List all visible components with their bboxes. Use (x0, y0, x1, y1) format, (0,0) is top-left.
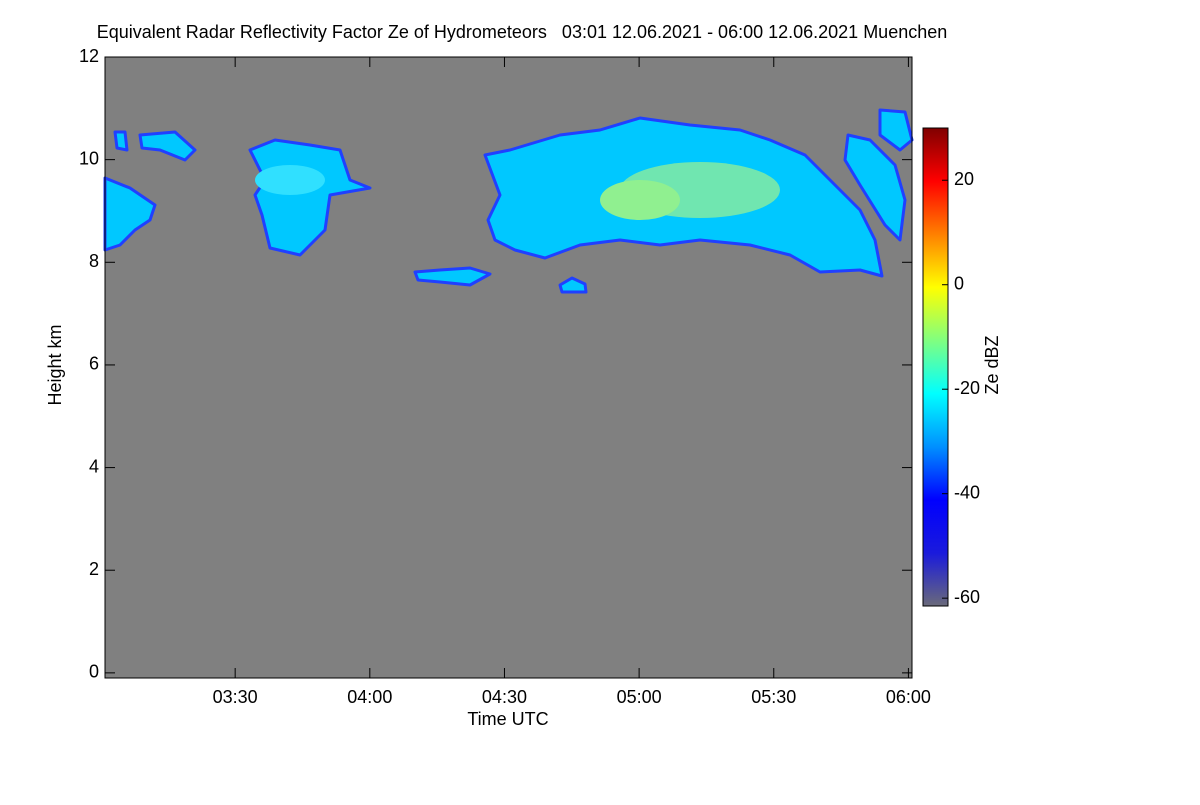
x-tick-label: 05:30 (751, 687, 796, 707)
y-tick-label: 12 (79, 46, 99, 66)
y-tick-label: 4 (89, 456, 99, 476)
plot-frame (104, 56, 913, 679)
chart-title: Equivalent Radar Reflectivity Factor Ze … (97, 22, 948, 42)
y-tick-label: 0 (89, 662, 99, 682)
colorbar-tick-label: -40 (954, 482, 980, 502)
y-tick-label: 10 (79, 148, 99, 168)
y-tick-label: 6 (89, 354, 99, 374)
cloud-echoes (103, 108, 914, 294)
colorbar-label: Ze dBZ (982, 335, 1002, 394)
colorbar-tick-label: -60 (954, 587, 980, 607)
colorbar-tick-label: 20 (954, 169, 974, 189)
y-tick-label: 8 (89, 251, 99, 271)
y-tick-label: 2 (89, 559, 99, 579)
x-axis-label: Time UTC (467, 709, 548, 729)
x-tick-label: 05:00 (617, 687, 662, 707)
x-tick-label: 04:30 (482, 687, 527, 707)
x-tick-label: 06:00 (886, 687, 931, 707)
x-tick-label: 04:00 (347, 687, 392, 707)
colorbar (922, 127, 949, 607)
colorbar-tick-label: -20 (954, 378, 980, 398)
y-axis-label: Height km (45, 324, 65, 405)
colorbar-tick-label: 0 (954, 273, 964, 293)
x-tick-label: 03:30 (213, 687, 258, 707)
